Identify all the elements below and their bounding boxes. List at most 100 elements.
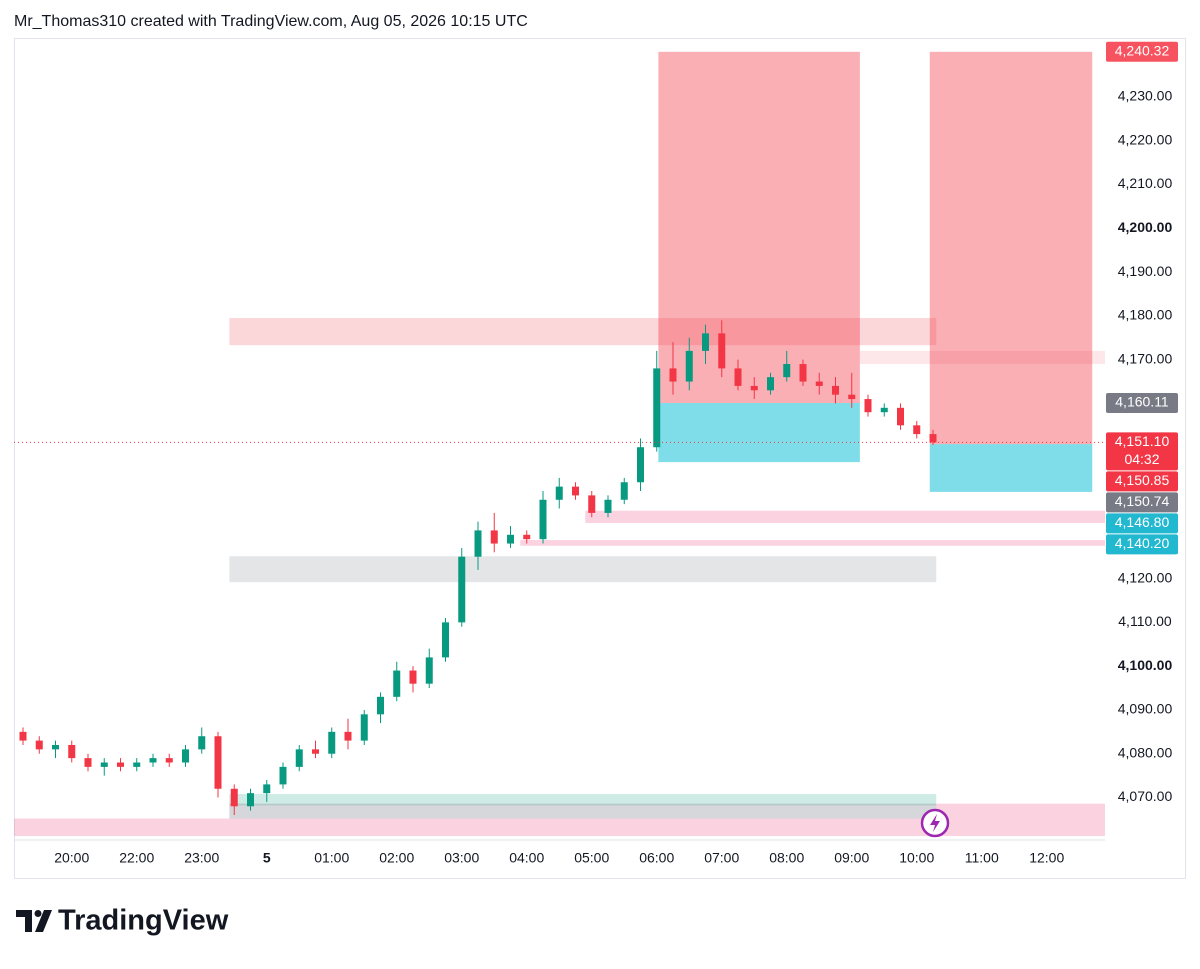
zone	[229, 794, 937, 806]
x-tick-label: 23:00	[184, 850, 219, 866]
candle-body	[360, 714, 368, 741]
candle-body	[669, 368, 677, 382]
candle-body	[734, 368, 742, 386]
zone	[585, 510, 1105, 523]
candle-body	[182, 749, 189, 763]
price-label-box	[1106, 432, 1178, 471]
x-tick-label: 5	[263, 850, 271, 866]
candle-body	[783, 364, 791, 378]
y-tick-label: 4,190.00	[1118, 263, 1173, 279]
zone	[658, 402, 860, 463]
zone	[229, 318, 937, 346]
price-label: 4,140.20	[1115, 535, 1170, 551]
y-tick-label: 4,110.00	[1118, 613, 1172, 629]
candle-body	[68, 744, 76, 759]
candle-body	[214, 736, 222, 789]
price-label: 4,150.74	[1115, 493, 1170, 509]
candle-body	[750, 385, 758, 391]
candle-body	[913, 425, 921, 435]
x-tick-label: 03:00	[444, 850, 479, 866]
price-label: 4,151.10	[1115, 433, 1170, 449]
candle-body	[279, 766, 287, 785]
price-label-box	[1106, 492, 1178, 513]
zone	[658, 51, 860, 403]
zone	[929, 444, 1093, 492]
logo-dot	[34, 910, 42, 917]
candle-body	[523, 534, 531, 540]
x-tick-label: 04:00	[509, 850, 544, 866]
header-text: Mr_Thomas310 created with TradingView.co…	[14, 13, 528, 30]
candle-body	[880, 407, 888, 413]
candle-body	[588, 495, 596, 513]
candle-body	[815, 381, 823, 386]
x-tick-label: 22:00	[119, 850, 154, 866]
price-label-box	[1106, 513, 1178, 534]
candle-body	[507, 534, 514, 544]
candle-body	[799, 364, 807, 382]
y-tick-label: 4,090.00	[1118, 701, 1173, 717]
candle-body	[637, 447, 644, 483]
x-tick-label: 10:00	[899, 850, 934, 866]
price-label-box	[1106, 534, 1178, 555]
y-tick-label: 4,080.00	[1118, 744, 1173, 760]
candle-body	[929, 434, 937, 443]
x-tick-label: 01:00	[314, 850, 349, 866]
price-label-countdown: 04:32	[1124, 451, 1159, 467]
candle-body	[84, 758, 92, 767]
candle-body	[653, 368, 661, 448]
zone	[936, 803, 1105, 819]
candle-body	[620, 482, 628, 500]
candle-body	[604, 499, 612, 513]
zone	[14, 818, 1105, 837]
brand-name: TradingView	[58, 905, 229, 937]
candle-body	[344, 731, 352, 741]
candle-body	[100, 762, 108, 767]
candle-body	[295, 749, 303, 767]
candle-body	[393, 670, 401, 697]
candle-body	[702, 333, 709, 351]
candle-body	[832, 385, 839, 395]
x-tick-label: 07:00	[704, 850, 739, 866]
candle-body	[458, 556, 466, 623]
logo-mark	[16, 910, 32, 932]
price-label-box	[1106, 392, 1178, 413]
brand-logo: TradingView	[16, 905, 229, 937]
candle-body	[165, 758, 173, 763]
zone	[859, 350, 1105, 365]
candle-body	[35, 740, 43, 750]
candle-body	[117, 762, 124, 767]
candle-body	[247, 793, 254, 807]
zone	[520, 540, 1105, 546]
candle-body	[230, 788, 238, 807]
chart-frame	[14, 38, 1186, 879]
zone	[929, 51, 1093, 445]
y-tick-label: 4,230.00	[1118, 88, 1173, 104]
y-tick-label: 4,220.00	[1118, 131, 1173, 147]
zone	[229, 556, 937, 583]
price-label: 4,160.11	[1115, 394, 1169, 410]
x-tick-label: 12:00	[1029, 850, 1064, 866]
candle-body	[409, 670, 417, 684]
y-tick-label: 4,120.00	[1118, 569, 1173, 585]
price-label: 4,150.85	[1115, 472, 1170, 488]
candle-body	[263, 784, 271, 794]
alert-bolt	[930, 814, 940, 832]
candle-body	[425, 657, 433, 684]
candle-body	[539, 499, 547, 540]
y-tick-label: 4,070.00	[1118, 788, 1173, 804]
alert-icon[interactable]	[920, 808, 950, 838]
candle-body	[864, 399, 872, 413]
plot-area	[14, 51, 1105, 837]
price-label: 4,240.32	[1115, 42, 1170, 58]
y-tick-label: 4,100.00	[1118, 657, 1173, 673]
candle-body	[52, 744, 59, 750]
price-label-box	[1106, 41, 1178, 62]
y-tick-label: 4,210.00	[1118, 175, 1173, 191]
candle-body	[474, 530, 482, 557]
candle-body	[442, 622, 449, 658]
price-label-box	[1106, 471, 1178, 492]
candle-body	[490, 530, 498, 544]
x-tick-label: 08:00	[769, 850, 804, 866]
